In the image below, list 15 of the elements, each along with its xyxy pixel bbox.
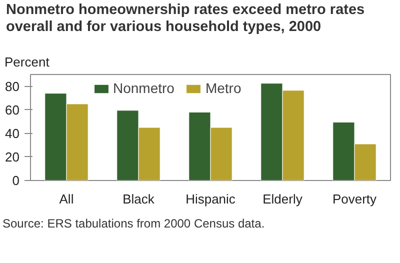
x-tick-label: Hispanic	[186, 192, 236, 206]
source-note: Source: ERS tabulations from 2000 Census data.	[2, 216, 265, 230]
y-axis-title: Percent	[4, 54, 50, 70]
x-tick-label: Poverty	[332, 192, 378, 206]
x-tick-label: Elderly	[262, 192, 303, 206]
y-tick-label: 60	[5, 102, 20, 118]
y-tick-label: 0	[12, 173, 20, 188]
y-tick-label: 20	[5, 149, 20, 164]
chart-title: Nonmetro homeownership rates exceed metro rates overall and for various household types, 2000	[6, 2, 366, 36]
legend-label: Metro	[205, 80, 242, 96]
x-tick-label: All	[59, 192, 74, 206]
legend-label: Nonmetro	[113, 80, 174, 96]
y-tick-label: 80	[5, 78, 20, 94]
y-tick-label: 40	[5, 126, 20, 141]
x-tick-label: Black	[122, 192, 155, 206]
